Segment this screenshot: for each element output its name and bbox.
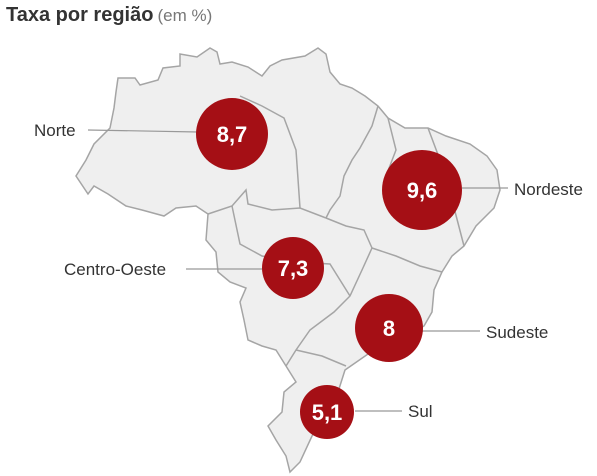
value-centro-oeste: 7,3 <box>278 256 309 281</box>
label-sudeste: Sudeste <box>486 323 548 342</box>
leader-line-norte <box>87 129 199 133</box>
bubble-norte <box>196 98 268 170</box>
title-main: Taxa por região <box>6 4 154 26</box>
value-norte: 8,7 <box>217 122 248 147</box>
label-sul: Sul <box>408 402 433 421</box>
bubble-nordeste <box>382 150 462 230</box>
value-sul: 5,1 <box>312 400 343 425</box>
bubble-centro-oeste <box>262 237 324 299</box>
chart-title: Taxa por região (em %) <box>6 4 212 27</box>
value-sudeste: 8 <box>383 316 395 341</box>
bubble-sul <box>300 385 354 439</box>
title-unit: (em %) <box>157 6 213 25</box>
region-bubbles <box>196 98 462 439</box>
label-centro-oeste: Centro-Oeste <box>64 260 166 279</box>
label-nordeste: Nordeste <box>514 180 583 199</box>
leader-lines <box>87 129 508 412</box>
value-nordeste: 9,6 <box>407 178 438 203</box>
label-norte: Norte <box>34 121 76 140</box>
bubble-sudeste <box>355 294 423 362</box>
